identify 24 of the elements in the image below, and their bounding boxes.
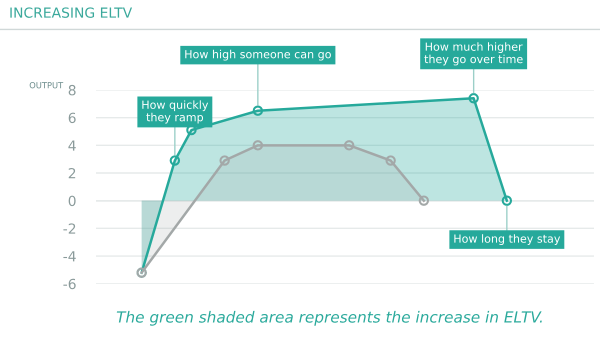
- annotation: How quickly they ramp: [142, 100, 208, 124]
- y-tick-label: -4: [63, 251, 76, 262]
- y-tick-label: 4: [68, 140, 76, 151]
- chart-title: INCREASING ELTV: [10, 7, 132, 18]
- point: [170, 155, 180, 166]
- y-tick-label: 0: [68, 196, 76, 206]
- text: The green shaded area represents the increase in ELTV.: [116, 310, 542, 326]
- point: [502, 195, 512, 206]
- point: [252, 106, 264, 116]
- annotation: How high someone can go: [185, 50, 331, 61]
- point: [418, 195, 430, 206]
- point: [385, 155, 396, 166]
- point: [219, 155, 230, 166]
- point: [344, 140, 354, 151]
- y-tick-label: 8: [68, 84, 76, 96]
- y-tick-label: -6: [63, 278, 76, 290]
- y-tick-label: 2: [68, 168, 76, 178]
- y-tick-label: 6: [68, 112, 76, 124]
- y-axis-title: OUTPUT: [30, 82, 64, 88]
- annotation: How much higher they go over time: [424, 42, 523, 66]
- point: [252, 140, 264, 151]
- annotation: How long they stay: [454, 234, 560, 245]
- point: [468, 93, 479, 104]
- y-tick-label: -2: [63, 223, 76, 234]
